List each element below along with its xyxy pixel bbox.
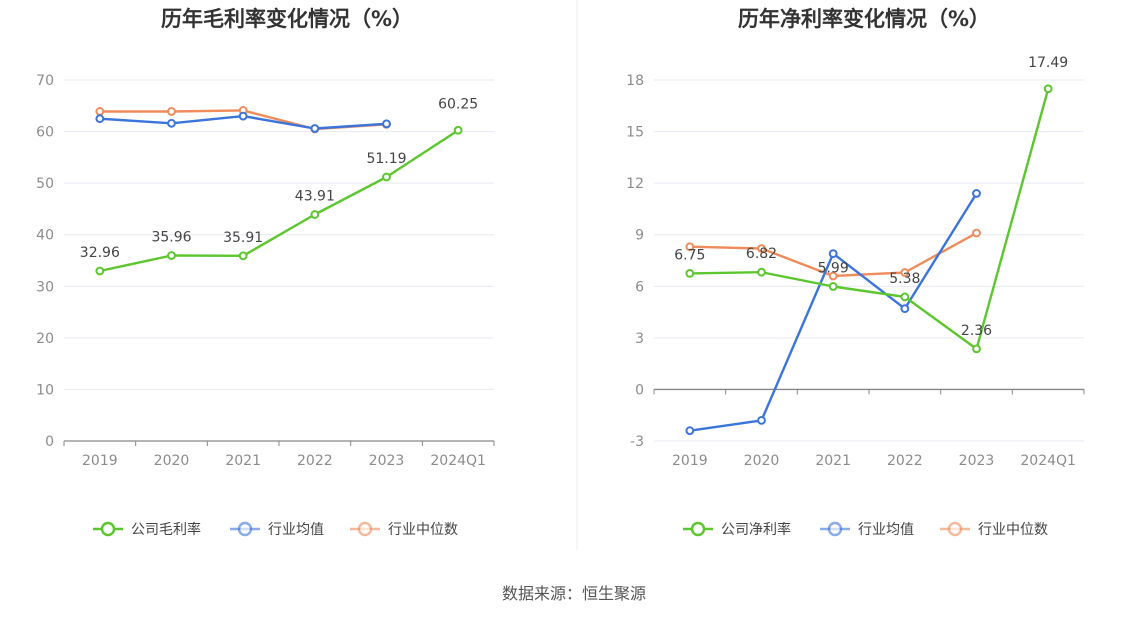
data-point (310, 210, 320, 219)
data-label: 17.49 (1028, 55, 1068, 71)
data-label: 35.91 (223, 230, 263, 246)
x-tick-label: 2019 (672, 453, 708, 469)
data-point (685, 242, 695, 252)
data-source-note: 数据来源：恒生聚源 (501, 584, 646, 603)
legend-label: 行业均值 (268, 522, 324, 538)
series-line (689, 192, 978, 432)
y-tick-label: 10 (36, 382, 54, 398)
data-point (757, 415, 766, 425)
data-point (167, 118, 176, 128)
data-label: 51.19 (366, 151, 406, 167)
data-point (900, 268, 910, 277)
data-label: 60.25 (438, 96, 478, 112)
y-tick-label: 0 (635, 382, 644, 398)
data-point (95, 107, 105, 116)
data-point (685, 268, 695, 278)
data-point (757, 267, 766, 277)
data-label: 35.96 (151, 230, 191, 246)
data-point (382, 172, 391, 182)
y-tick-label: 18 (626, 73, 644, 89)
chart-title: 历年净利率变化情况（%） (738, 7, 990, 31)
x-tick-label: 2024Q1 (1020, 453, 1076, 469)
data-point (757, 244, 766, 253)
x-tick-label: 2021 (225, 453, 261, 469)
data-point (828, 282, 838, 291)
legend-marker-icon (237, 521, 253, 537)
x-tick-label: 2022 (297, 453, 333, 469)
data-label: 5.38 (889, 271, 920, 287)
data-point (95, 114, 105, 124)
data-point (382, 119, 391, 129)
legend-label: 行业中位数 (388, 522, 458, 538)
data-label: 43.91 (295, 189, 335, 205)
legend-marker-icon (100, 521, 116, 537)
y-tick-label: 40 (36, 228, 54, 244)
legend-marker-icon (827, 521, 843, 537)
x-tick-label: 2020 (154, 453, 190, 469)
y-tick-label: 50 (36, 176, 54, 192)
data-point (1043, 84, 1053, 94)
data-point (95, 266, 105, 276)
y-tick-label: 9 (635, 228, 644, 244)
data-point (238, 111, 248, 121)
data-point (972, 189, 981, 198)
y-tick-label: 12 (626, 176, 644, 192)
legend-label: 行业中位数 (978, 522, 1048, 538)
y-tick-label: 60 (36, 125, 54, 141)
y-tick-label: 30 (36, 279, 54, 295)
legend-label: 公司毛利率 (131, 521, 201, 538)
data-point (900, 292, 910, 302)
data-point (238, 251, 248, 261)
data-point (972, 344, 981, 354)
y-tick-label: 0 (45, 434, 54, 450)
legend-marker-icon (690, 521, 706, 537)
legend-marker-icon (947, 521, 963, 537)
series-line (99, 129, 459, 273)
x-tick-label: 2019 (82, 453, 118, 469)
x-tick-label: 2022 (887, 453, 923, 469)
data-label: 5.99 (818, 260, 849, 276)
data-point (972, 228, 981, 238)
data-label: 6.75 (674, 247, 705, 263)
data-point (167, 251, 176, 260)
data-label: 2.36 (961, 323, 992, 339)
data-label: 6.82 (746, 246, 777, 262)
data-point (828, 249, 838, 259)
x-tick-label: 2023 (959, 453, 995, 469)
x-tick-label: 2021 (815, 453, 851, 469)
data-point (167, 107, 176, 116)
legend-label: 行业均值 (858, 522, 914, 538)
chart-title: 历年毛利率变化情况（%） (161, 7, 413, 31)
y-tick-label: 15 (626, 125, 644, 141)
legend-marker-icon (357, 521, 373, 537)
x-tick-label: 2023 (369, 453, 405, 469)
series-line (689, 88, 1050, 351)
chart-gross-margin: 历年毛利率变化情况（%） 0 10 20 30 40 50 60 70 2019 2020 2021 2… (36, 7, 495, 538)
data-label: 32.96 (80, 245, 120, 261)
y-tick-label: 3 (635, 331, 644, 347)
x-tick-label: 2020 (744, 453, 780, 469)
y-tick-label: -3 (630, 434, 644, 450)
data-point (310, 124, 320, 133)
data-point (828, 271, 838, 281)
y-tick-label: 6 (635, 279, 644, 295)
data-point (685, 426, 695, 436)
y-tick-label: 20 (36, 331, 54, 347)
data-point (900, 304, 910, 314)
legend-label: 公司净利率 (721, 521, 791, 538)
y-tick-label: 70 (36, 73, 54, 89)
chart-net-margin: 历年净利率变化情况（%） -3 0 3 6 9 12 15 18 2019 2020 2021 2022… (626, 7, 1085, 538)
x-tick-label: 2024Q1 (430, 453, 486, 469)
data-point (453, 125, 463, 135)
